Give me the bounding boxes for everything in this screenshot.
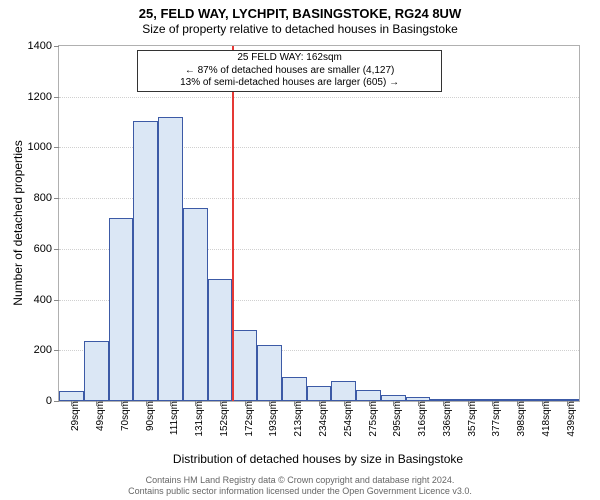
- histogram-bar: [232, 330, 257, 401]
- y-tick-label: 1400: [28, 40, 59, 52]
- x-tick-label: 111sqm: [164, 401, 181, 435]
- histogram-bar: [356, 390, 381, 401]
- annotation-box: 25 FELD WAY: 162sqm ← 87% of detached ho…: [137, 50, 442, 92]
- y-tick-label: 600: [34, 243, 59, 255]
- chart-subtitle: Size of property relative to detached ho…: [0, 22, 600, 38]
- plot-area: 25 FELD WAY: 162sqm ← 87% of detached ho…: [58, 45, 580, 402]
- x-tick-label: 49sqm: [89, 401, 106, 431]
- y-tick-label: 800: [34, 192, 59, 204]
- x-tick-label: 336sqm: [436, 401, 453, 437]
- x-tick-label: 377sqm: [486, 401, 503, 437]
- y-tick-label: 1000: [28, 141, 59, 153]
- y-axis-title: Number of detached properties: [11, 140, 25, 305]
- y-tick-label: 0: [46, 395, 59, 407]
- y-tick-label: 400: [34, 294, 59, 306]
- histogram-bar: [133, 121, 158, 401]
- histogram-bar: [331, 381, 356, 401]
- x-tick-label: 295sqm: [386, 401, 403, 437]
- footer-line-1: Contains HM Land Registry data © Crown c…: [0, 475, 600, 486]
- chart-title: 25, FELD WAY, LYCHPIT, BASINGSTOKE, RG24…: [0, 0, 600, 22]
- property-size-chart: 25, FELD WAY, LYCHPIT, BASINGSTOKE, RG24…: [0, 0, 600, 500]
- x-tick-label: 29sqm: [65, 401, 82, 431]
- histogram-bar: [257, 345, 282, 401]
- histogram-bar: [282, 377, 307, 401]
- x-tick-label: 234sqm: [312, 401, 329, 437]
- attribution-footer: Contains HM Land Registry data © Crown c…: [0, 475, 600, 498]
- y-tick-label: 1200: [28, 91, 59, 103]
- grid-line: [59, 97, 579, 98]
- annotation-line-3: 13% of semi-detached houses are larger (…: [144, 77, 435, 90]
- x-tick-label: 418sqm: [535, 401, 552, 437]
- x-tick-label: 193sqm: [263, 401, 280, 437]
- histogram-bar: [84, 341, 109, 401]
- histogram-bar: [307, 386, 332, 401]
- x-tick-label: 357sqm: [461, 401, 478, 437]
- x-tick-label: 131sqm: [188, 401, 205, 437]
- x-tick-label: 152sqm: [213, 401, 230, 437]
- x-tick-label: 275sqm: [362, 401, 379, 437]
- histogram-bar: [109, 218, 134, 401]
- x-tick-label: 213sqm: [287, 401, 304, 437]
- y-tick-label: 200: [34, 344, 59, 356]
- x-axis-title: Distribution of detached houses by size …: [58, 452, 578, 466]
- x-tick-label: 90sqm: [139, 401, 156, 431]
- footer-line-2: Contains public sector information licen…: [0, 486, 600, 497]
- x-tick-label: 398sqm: [510, 401, 527, 437]
- x-tick-label: 254sqm: [337, 401, 354, 437]
- x-tick-label: 316sqm: [411, 401, 428, 437]
- histogram-bar: [158, 117, 183, 401]
- x-tick-label: 172sqm: [238, 401, 255, 437]
- histogram-bar: [183, 208, 208, 401]
- x-tick-label: 70sqm: [114, 401, 131, 431]
- histogram-bar: [208, 279, 233, 401]
- annotation-line-2: ← 87% of detached houses are smaller (4,…: [144, 65, 435, 78]
- subject-property-marker: [232, 46, 234, 401]
- annotation-line-1: 25 FELD WAY: 162sqm: [144, 52, 435, 65]
- histogram-bar: [59, 391, 84, 401]
- x-tick-label: 439sqm: [560, 401, 577, 437]
